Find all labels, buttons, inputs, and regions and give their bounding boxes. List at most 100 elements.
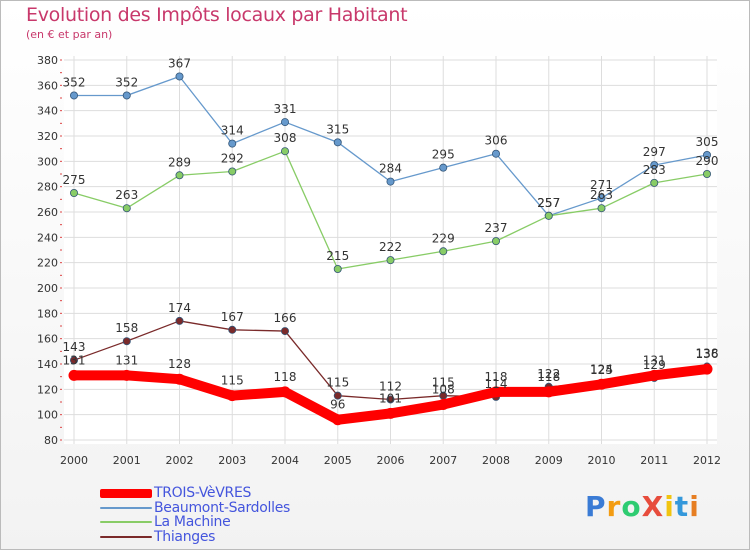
data-point-la-machine <box>122 204 131 213</box>
x-tick-label: 2007 <box>429 454 457 467</box>
y-tick-label: 100 <box>37 409 58 422</box>
data-point-thianges <box>228 325 237 334</box>
logo-letter: t <box>674 490 690 523</box>
data-point-thianges <box>122 337 131 346</box>
data-label-thianges: 115 <box>326 376 349 390</box>
data-label-trois-v-vres: 131 <box>115 353 138 367</box>
data-point-thianges <box>333 391 342 400</box>
legend-item: La Machine <box>100 515 290 530</box>
data-label-beaumont-sardolles: 271 <box>590 178 613 192</box>
data-label-la-machine: 275 <box>63 173 86 187</box>
data-label-beaumont-sardolles: 295 <box>432 148 455 162</box>
data-point-la-machine <box>597 204 606 213</box>
data-label-trois-v-vres: 128 <box>168 357 191 371</box>
data-point-beaumont-sardolles <box>280 118 289 127</box>
x-tick-label: 2012 <box>693 454 721 467</box>
x-tick-label: 2003 <box>218 454 246 467</box>
data-point-beaumont-sardolles <box>439 163 448 172</box>
data-point-trois-v-vres <box>437 399 449 411</box>
data-label-la-machine: 237 <box>485 221 508 235</box>
data-point-trois-v-vres <box>332 414 344 426</box>
y-tick-label: 220 <box>37 257 58 270</box>
data-point-thianges <box>175 316 184 325</box>
legend-swatch <box>100 535 152 538</box>
data-label-trois-v-vres: 96 <box>330 398 345 412</box>
data-point-trois-v-vres <box>226 390 238 402</box>
data-label-trois-v-vres: 101 <box>379 391 402 405</box>
x-tick-label: 2005 <box>324 454 352 467</box>
data-label-trois-v-vres: 124 <box>590 362 613 376</box>
logo-letter: i <box>664 490 675 523</box>
data-label-thianges: 138 <box>696 347 719 361</box>
chart-legend: TROIS-VèVRES Beaumont-Sardolles La Machine… <box>100 486 290 544</box>
y-tick-label: 240 <box>37 231 58 244</box>
data-label-beaumont-sardolles: 367 <box>168 56 191 70</box>
data-label-la-machine: 263 <box>590 188 613 202</box>
data-point-beaumont-sardolles <box>175 72 184 81</box>
data-point-trois-v-vres <box>174 373 185 385</box>
data-point-trois-v-vres <box>385 407 396 419</box>
data-label-thianges: 174 <box>168 301 191 315</box>
data-point-la-machine <box>703 169 712 178</box>
x-tick-label: 2008 <box>482 454 510 467</box>
legend-swatch <box>100 506 152 509</box>
data-label-thianges: 125 <box>590 363 613 377</box>
data-point-la-machine <box>333 264 342 273</box>
data-point-beaumont-sardolles <box>650 161 659 170</box>
legend-label: Thianges <box>154 528 216 545</box>
y-tick-label: 140 <box>37 358 58 371</box>
data-label-trois-v-vres: 118 <box>274 370 297 384</box>
y-tick-label: 320 <box>37 130 58 143</box>
y-tick-label: 340 <box>37 105 58 118</box>
y-tick-label: 280 <box>37 181 58 194</box>
data-label-trois-v-vres: 118 <box>485 370 508 384</box>
legend-swatch <box>100 521 152 524</box>
data-label-trois-v-vres: 131 <box>643 353 666 367</box>
data-point-trois-v-vres <box>648 369 660 381</box>
data-point-la-machine <box>175 171 184 180</box>
logo-letter: o <box>621 490 642 523</box>
data-point-trois-v-vres <box>543 386 555 398</box>
data-label-la-machine: 283 <box>643 163 666 177</box>
data-point-beaumont-sardolles <box>228 139 237 148</box>
data-point-trois-v-vres <box>68 369 80 381</box>
y-tick-label: 160 <box>37 333 58 346</box>
data-label-beaumont-sardolles: 314 <box>221 124 244 138</box>
data-label-thianges: 129 <box>643 358 666 372</box>
y-tick-label: 360 <box>37 79 58 92</box>
data-label-trois-v-vres: 108 <box>432 383 455 397</box>
chart-subtitle: (en € et par an) <box>26 28 113 41</box>
data-label-thianges: 158 <box>115 321 138 335</box>
data-point-la-machine <box>70 188 79 197</box>
data-label-trois-v-vres: 118 <box>537 370 560 384</box>
legend-swatch <box>100 488 152 498</box>
data-point-beaumont-sardolles <box>70 91 79 100</box>
data-label-beaumont-sardolles: 315 <box>326 122 349 136</box>
data-label-trois-v-vres: 115 <box>221 374 244 388</box>
x-tick-label: 2002 <box>166 454 194 467</box>
data-label-la-machine: 308 <box>274 131 297 145</box>
data-label-thianges: 122 <box>537 367 560 381</box>
data-label-la-machine: 292 <box>221 151 244 165</box>
data-point-trois-v-vres <box>279 386 291 398</box>
data-label-beaumont-sardolles: 257 <box>537 196 560 210</box>
y-tick-label: 200 <box>37 282 58 295</box>
y-tick-label: 80 <box>44 434 58 447</box>
data-point-thianges <box>70 356 79 365</box>
data-point-la-machine <box>544 211 553 220</box>
data-label-trois-v-vres: 131 <box>63 353 86 367</box>
x-tick-label: 2009 <box>535 454 563 467</box>
data-point-la-machine <box>491 237 500 246</box>
y-tick-label: 300 <box>37 155 58 168</box>
logo-letter: P <box>585 490 607 523</box>
legend-label: Beaumont-Sardolles <box>154 499 291 516</box>
x-tick-label: 2004 <box>271 454 299 467</box>
data-point-trois-v-vres <box>121 369 133 381</box>
data-label-beaumont-sardolles: 352 <box>115 75 138 89</box>
data-point-la-machine <box>439 247 448 256</box>
data-point-beaumont-sardolles <box>491 149 500 158</box>
data-label-thianges: 112 <box>379 379 402 393</box>
legend-label: La Machine <box>154 514 231 530</box>
logo-letter: X <box>641 490 665 523</box>
x-tick-label: 2010 <box>588 454 616 467</box>
